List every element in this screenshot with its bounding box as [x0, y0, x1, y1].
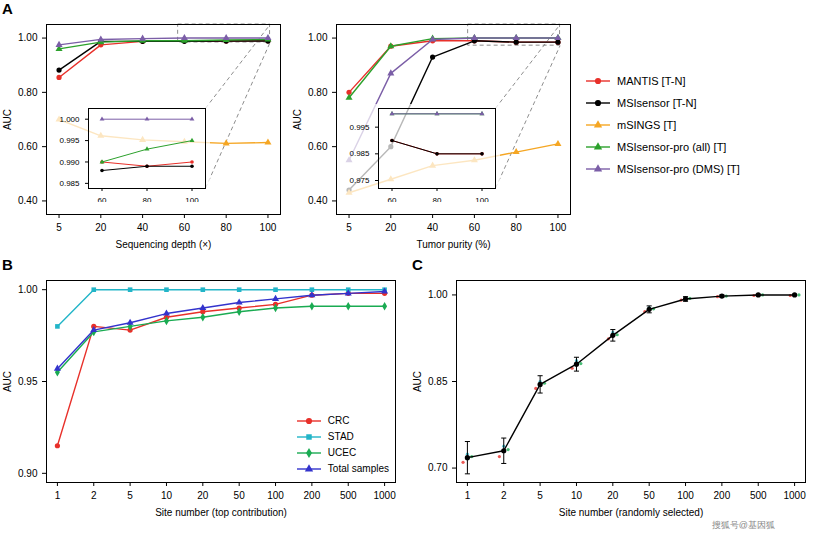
svg-text:0.975: 0.975	[349, 176, 370, 185]
svg-text:50: 50	[644, 490, 656, 501]
svg-text:0.990: 0.990	[59, 158, 80, 167]
svg-text:0.90: 0.90	[18, 468, 38, 479]
svg-text:500: 500	[340, 490, 357, 501]
svg-text:80: 80	[143, 196, 152, 202]
svg-text:60: 60	[98, 196, 107, 202]
html-text:A: A	[2, 0, 13, 17]
html-text:STAD: STAD	[327, 431, 354, 442]
svg-text:200: 200	[714, 490, 731, 501]
svg-text:AUC: AUC	[2, 109, 13, 130]
svg-text:60: 60	[388, 196, 397, 202]
svg-text:AUC: AUC	[412, 371, 423, 392]
svg-text:80: 80	[511, 222, 523, 233]
svg-text:0.80: 0.80	[308, 87, 328, 98]
svg-text:1.000: 1.000	[59, 115, 80, 124]
svg-text:1.00: 1.00	[308, 32, 328, 43]
svg-text:1.00: 1.00	[428, 289, 448, 300]
svg-text:20: 20	[95, 222, 107, 233]
svg-text:0.70: 0.70	[428, 462, 448, 473]
svg-text:60: 60	[469, 222, 481, 233]
svg-text:Tumor purity (%): Tumor purity (%)	[416, 239, 490, 250]
svg-text:Sequencing depth (×): Sequencing depth (×)	[116, 239, 212, 250]
svg-text:0.40: 0.40	[308, 195, 328, 206]
svg-text:AUC: AUC	[2, 371, 13, 392]
svg-text:0.60: 0.60	[308, 141, 328, 152]
svg-text:40: 40	[427, 222, 439, 233]
svg-text:Site number (randomly selected: Site number (randomly selected)	[559, 507, 704, 518]
svg-text:5: 5	[346, 222, 352, 233]
svg-text:20: 20	[607, 490, 619, 501]
svg-text:0.985: 0.985	[59, 179, 80, 188]
svg-text:10: 10	[571, 490, 583, 501]
svg-text:50: 50	[234, 490, 246, 501]
html-text:MSIsensor-pro (all) [T]: MSIsensor-pro (all) [T]	[617, 140, 727, 153]
svg-text:200: 200	[304, 490, 321, 501]
svg-text:60: 60	[179, 222, 191, 233]
svg-text:1000: 1000	[783, 490, 806, 501]
svg-text:1: 1	[465, 490, 471, 501]
html-text:C: C	[412, 256, 423, 273]
svg-text:40: 40	[137, 222, 149, 233]
svg-text:0.80: 0.80	[18, 87, 38, 98]
svg-text:20: 20	[197, 490, 209, 501]
svg-text:5: 5	[537, 490, 543, 501]
svg-text:0.985: 0.985	[349, 149, 370, 158]
svg-text:0.995: 0.995	[349, 123, 370, 132]
svg-text:100: 100	[677, 490, 694, 501]
html-text:UCEC: UCEC	[327, 447, 357, 458]
svg-text:80: 80	[221, 222, 233, 233]
svg-text:2: 2	[91, 490, 97, 501]
svg-text:5: 5	[56, 222, 62, 233]
svg-text:1000: 1000	[373, 490, 396, 501]
html-text:CRC: CRC	[327, 415, 350, 426]
svg-text:0.85: 0.85	[428, 376, 448, 387]
svg-text:100: 100	[550, 222, 567, 233]
html-text:MANTIS [T-N]: MANTIS [T-N]	[617, 74, 686, 87]
svg-text:5: 5	[127, 490, 133, 501]
svg-text:100: 100	[185, 196, 199, 202]
svg-text:100: 100	[260, 222, 277, 233]
svg-text:0.60: 0.60	[18, 141, 38, 152]
svg-text:100: 100	[475, 196, 489, 202]
html-text:MSIsensor-pro (DMS) [T]: MSIsensor-pro (DMS) [T]	[617, 162, 740, 175]
html-text:MSIsensor [T-N]: MSIsensor [T-N]	[617, 96, 697, 109]
svg-text:80: 80	[433, 196, 442, 202]
svg-text:1.00: 1.00	[18, 32, 38, 43]
svg-text:10: 10	[161, 490, 173, 501]
svg-text:0.40: 0.40	[18, 195, 38, 206]
svg-text:2: 2	[501, 490, 507, 501]
html-text:搜狐号@基因狐: 搜狐号@基因狐	[711, 520, 775, 530]
svg-text:1.00: 1.00	[18, 284, 38, 295]
svg-text:Site number (top contribution): Site number (top contribution)	[155, 507, 287, 518]
svg-text:20: 20	[385, 222, 397, 233]
svg-text:0.995: 0.995	[59, 136, 80, 145]
html-text:Total samples: Total samples	[327, 463, 389, 474]
svg-text:500: 500	[750, 490, 767, 501]
html-text:mSINGS [T]: mSINGS [T]	[617, 118, 677, 131]
html-text:B: B	[2, 256, 13, 273]
svg-text:AUC: AUC	[292, 109, 303, 130]
svg-text:100: 100	[267, 490, 284, 501]
svg-text:0.95: 0.95	[18, 376, 38, 387]
svg-text:1: 1	[55, 490, 61, 501]
